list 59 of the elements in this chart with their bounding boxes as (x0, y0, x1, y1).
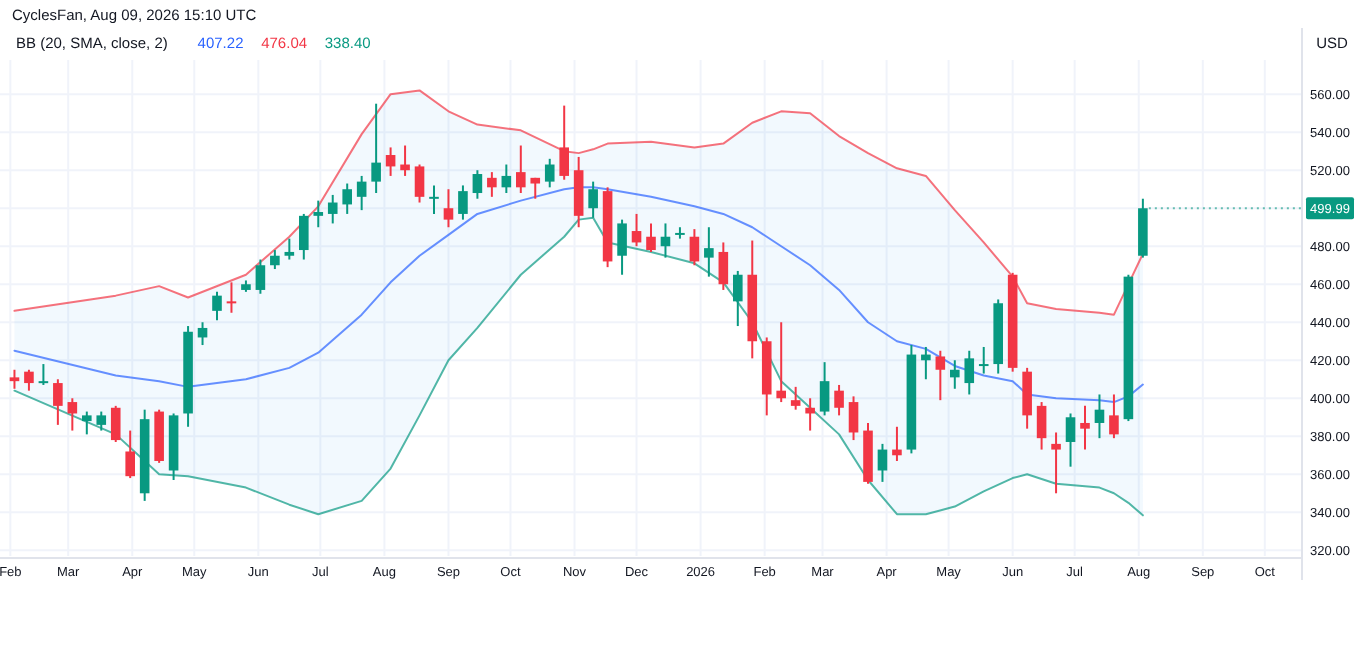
candlestick (414, 163, 425, 204)
candlestick (776, 321, 786, 404)
candlestick (96, 410, 107, 432)
candlestick (1109, 393, 1119, 440)
candlestick (429, 184, 439, 215)
candlestick (516, 144, 526, 195)
candlestick (935, 349, 946, 402)
candlestick (443, 188, 454, 229)
candlestick (255, 258, 266, 295)
candlestick (790, 385, 801, 411)
candlestick (544, 157, 555, 189)
candlestick (501, 163, 512, 195)
candlestick (733, 269, 743, 328)
candlestick (24, 368, 34, 392)
candlestick (704, 226, 714, 278)
candlestick (1051, 431, 1061, 495)
candlestick (834, 383, 844, 417)
candlestick (82, 410, 92, 436)
candlestick (978, 345, 989, 375)
candlestick (356, 174, 367, 212)
candlestick (342, 182, 352, 215)
candlestick (313, 199, 324, 229)
candlestick (371, 102, 381, 195)
candlestick (892, 425, 902, 462)
candlestick (327, 193, 338, 225)
candlestick (1036, 401, 1047, 451)
candlestick (385, 146, 396, 177)
candlestick (877, 442, 888, 483)
candlestick (718, 241, 729, 291)
candlestick (458, 184, 468, 221)
candlestick (950, 359, 960, 390)
candlestick (270, 249, 280, 271)
candlestick (573, 155, 584, 229)
candlestick (1080, 404, 1090, 451)
candlestick (125, 429, 135, 480)
candlestick (284, 237, 295, 261)
candlestick (212, 290, 222, 322)
candlestick (9, 368, 20, 390)
candlestick (67, 397, 78, 432)
candlestick (53, 378, 63, 426)
candlestick (646, 222, 656, 253)
candlestick (487, 171, 497, 198)
candlestick (689, 228, 700, 267)
candlestick (1094, 393, 1105, 440)
candlestick (110, 404, 121, 443)
candlestick (964, 349, 975, 396)
candlestick (848, 395, 859, 442)
candlestick (1138, 197, 1148, 259)
candlestick (819, 361, 830, 417)
candlestick (631, 212, 642, 248)
candlestick (38, 363, 49, 386)
candlestick (805, 397, 815, 432)
candlestick (472, 169, 483, 200)
candlestick (921, 345, 931, 381)
candlestick (400, 144, 410, 177)
candlestick (1065, 412, 1076, 468)
candlestick (559, 104, 569, 181)
candlestick (1022, 366, 1032, 430)
candlestick (299, 212, 309, 261)
